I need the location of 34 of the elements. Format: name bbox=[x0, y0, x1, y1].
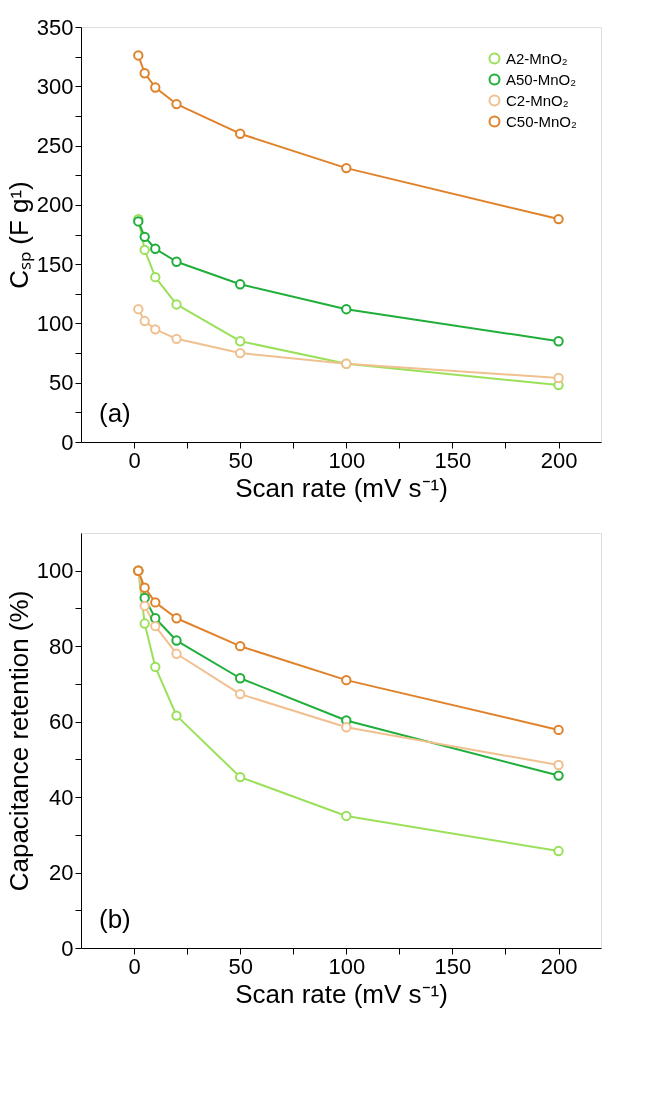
y-tick-label: 250 bbox=[36, 133, 74, 159]
x-tick-label: 150 bbox=[434, 953, 472, 979]
x-tick-label: 100 bbox=[328, 447, 366, 473]
x-tick-label: 50 bbox=[228, 447, 253, 473]
x-tick-label: 150 bbox=[434, 447, 472, 473]
x-axis-title: Scan rate (mV s⁻¹) bbox=[235, 472, 448, 503]
x-tick-label: 50 bbox=[228, 953, 253, 979]
y-tick-label: 200 bbox=[36, 192, 74, 218]
annotation: (b) bbox=[99, 904, 131, 934]
y-tick-label: 100 bbox=[36, 558, 74, 584]
x-tick-label: 0 bbox=[128, 953, 141, 979]
y-tick-label: 50 bbox=[49, 370, 74, 396]
y-tick-label: 150 bbox=[36, 251, 74, 277]
x-tick-label: 200 bbox=[540, 953, 578, 979]
y-tick-label: 60 bbox=[49, 709, 74, 735]
x-tick-label: 100 bbox=[328, 953, 366, 979]
x-tick-label: 0 bbox=[128, 447, 141, 473]
legend-label: A50-MnO₂ bbox=[506, 70, 577, 88]
y-axis-title: Capacitance retention (%) bbox=[3, 590, 34, 892]
y-tick-label: 0 bbox=[61, 935, 74, 961]
annotation: (a) bbox=[99, 398, 131, 428]
legend-label: C2-MnO₂ bbox=[506, 91, 569, 109]
x-tick-label: 200 bbox=[540, 447, 578, 473]
y-tick-label: 0 bbox=[61, 429, 74, 455]
legend-label: A2-MnO₂ bbox=[506, 49, 568, 67]
y-tick-label: 20 bbox=[49, 860, 74, 886]
y-tick-label: 300 bbox=[36, 73, 74, 99]
y-tick-label: 40 bbox=[49, 784, 74, 810]
x-axis-title: Scan rate (mV s⁻¹) bbox=[235, 978, 448, 1009]
y-tick-label: 350 bbox=[36, 14, 74, 40]
y-tick-label: 100 bbox=[36, 310, 74, 336]
legend-label: C50-MnO₂ bbox=[506, 112, 578, 130]
y-tick-label: 80 bbox=[49, 633, 74, 659]
y-axis-title: Cₛₚ (F g¹) bbox=[3, 181, 35, 289]
